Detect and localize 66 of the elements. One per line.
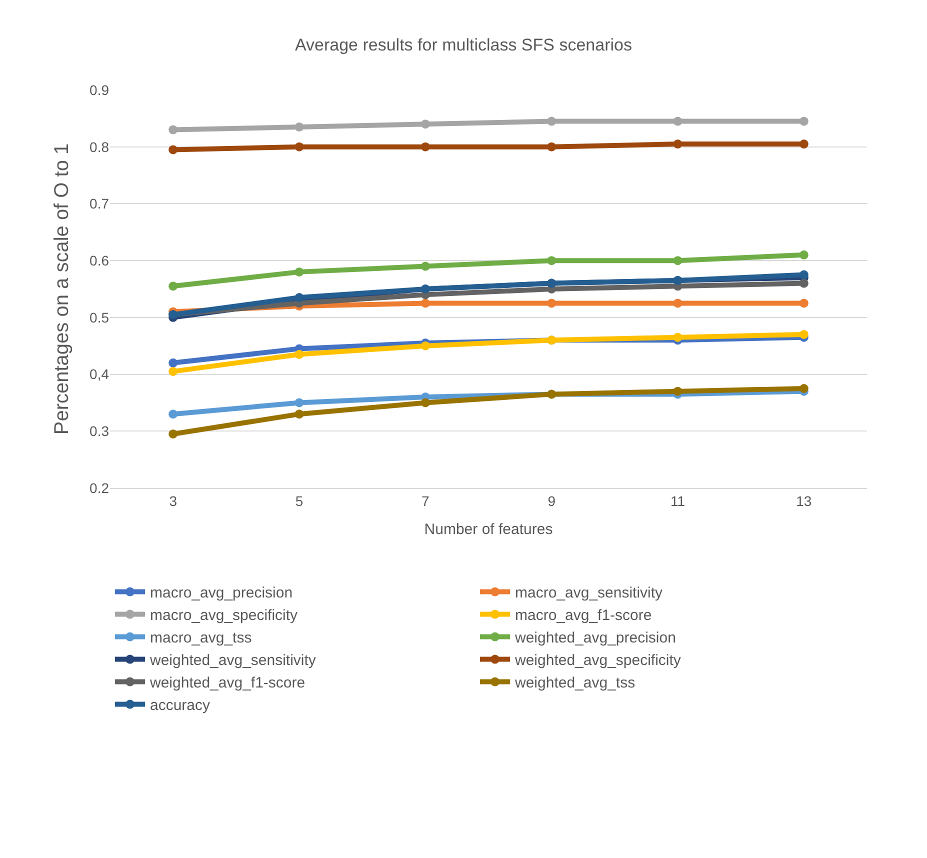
legend-label: weighted_avg_tss (514, 674, 636, 692)
point (799, 270, 808, 280)
point (673, 116, 682, 126)
point (420, 398, 430, 408)
point (547, 142, 556, 152)
point (294, 293, 304, 302)
point (420, 142, 430, 152)
x-tick-label: 11 (670, 492, 686, 509)
point (168, 282, 178, 291)
legend-label: macro_avg_specificity (150, 607, 298, 624)
legend-label: macro_avg_precision (150, 584, 293, 602)
point (168, 125, 178, 134)
x-tick-label: 9 (548, 492, 556, 509)
point (168, 410, 178, 419)
point (168, 366, 178, 376)
legend-label: weighted_avg_f1-score (149, 674, 306, 692)
point (294, 398, 304, 408)
legend-label: macro_avg_f1-score (515, 607, 652, 624)
y-tick-label: 0.3 (90, 423, 110, 440)
x-tick-label: 13 (796, 492, 812, 509)
legend-label: weighted_avg_sensitivity (149, 652, 316, 670)
y-tick-label: 0.5 (90, 309, 110, 326)
legend-label: accuracy (150, 697, 211, 714)
point (294, 122, 304, 132)
y-tick-label: 0.7 (90, 196, 110, 212)
point (799, 330, 808, 339)
point (799, 116, 808, 126)
y-tick-label: 0.9 (90, 82, 110, 98)
point (799, 250, 808, 260)
point (294, 267, 304, 276)
y-axis-title: Percentages on a scale of O to 1 (51, 143, 74, 435)
y-tick-label: 0.6 (90, 252, 110, 268)
chart-title: Average results for multiclass SFS scenarios (295, 36, 632, 55)
point (673, 386, 682, 396)
point (547, 116, 556, 126)
point (673, 256, 682, 266)
legend-label: macro_avg_sensitivity (515, 584, 664, 602)
point (294, 142, 304, 152)
point (168, 358, 178, 368)
y-tick-label: 0.8 (90, 138, 110, 155)
x-tick-label: 5 (295, 492, 304, 509)
point (420, 262, 430, 271)
point (547, 298, 556, 308)
point (799, 384, 808, 393)
point (168, 145, 178, 154)
point (420, 341, 430, 350)
x-tick-label: 7 (422, 492, 430, 509)
x-tick-label: 3 (169, 492, 178, 509)
point (420, 298, 430, 308)
point (799, 298, 808, 308)
point (294, 350, 304, 359)
y-tick-label: 0.2 (90, 480, 110, 496)
point (799, 140, 808, 149)
point (168, 429, 178, 438)
point (547, 256, 556, 266)
legend-label: macro_avg_tss (150, 630, 252, 647)
y-tick-label: 0,4 (90, 366, 110, 382)
legend-label: weighted_avg_specificity (514, 652, 682, 670)
point (673, 332, 682, 342)
legend-label: weighted_avg_precision (514, 630, 676, 647)
point (294, 410, 304, 419)
point (420, 120, 430, 129)
point (799, 278, 808, 288)
x-axis-title: Number of features (424, 520, 553, 538)
point (673, 140, 682, 149)
point (673, 298, 682, 308)
